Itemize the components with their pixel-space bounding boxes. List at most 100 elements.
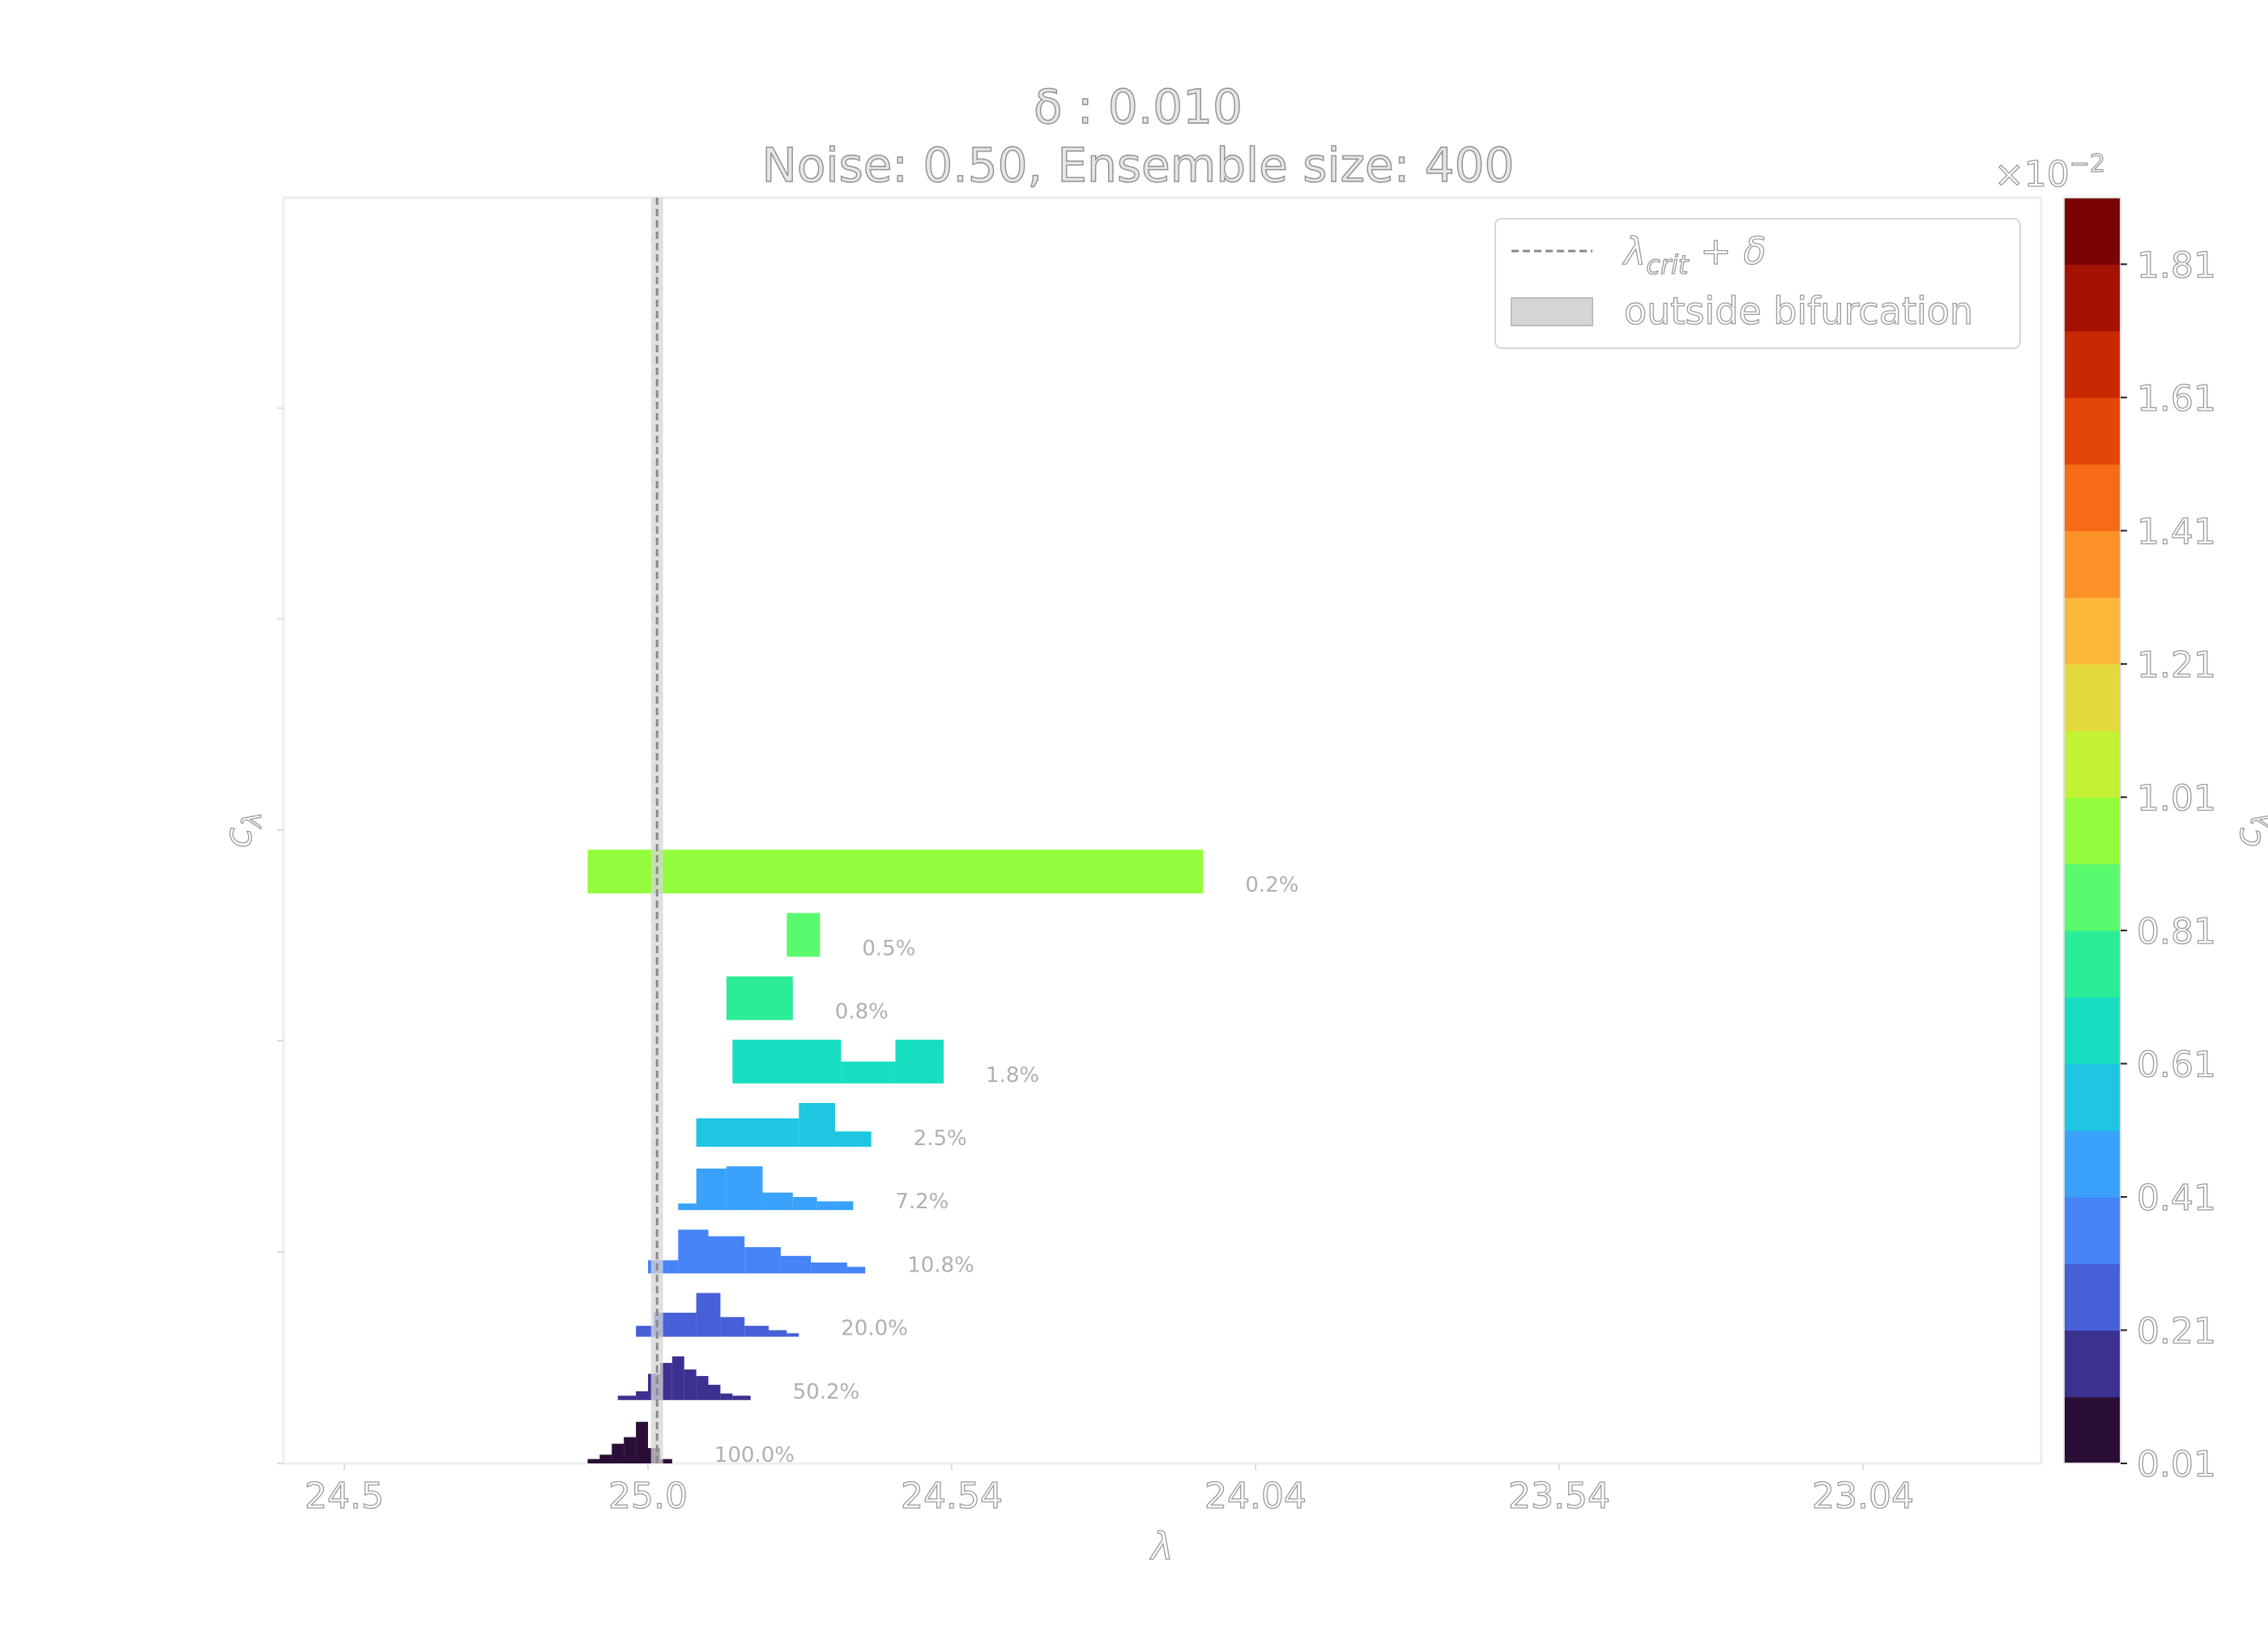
histogram-bin (678, 1229, 709, 1274)
colorbar-segment (2064, 1330, 2121, 1398)
colorbar-segment (2064, 997, 2121, 1065)
colorbar-segment (2064, 330, 2121, 398)
colorbar-tick-label: 0.01 (2137, 1444, 2216, 1485)
histogram-bin (811, 1262, 847, 1274)
x-axis-ticks: 24.5 25.0 24.54 24.04 23.54 23.04 (304, 1463, 1915, 1518)
histogram-bin (636, 1391, 648, 1400)
colorbar-segment (2064, 730, 2121, 798)
x-tick-label: 24.5 (305, 1476, 384, 1517)
histogram-bin (617, 1395, 637, 1400)
histogram-bin (671, 1356, 684, 1400)
histogram-bin (636, 1326, 654, 1337)
colorbar-segment (2064, 1130, 2121, 1198)
colorbar-segment (2064, 930, 2121, 998)
colorbar-segment (2064, 663, 2121, 731)
legend-box (1494, 218, 2021, 349)
histogram-bin (732, 1395, 751, 1400)
histogram-bin (720, 1393, 733, 1400)
histogram-bin (726, 976, 793, 1020)
histogram-bin (744, 1326, 769, 1337)
histogram-bin (720, 1317, 745, 1337)
histogram-bin (587, 850, 1204, 894)
y-axis-ticks (277, 407, 284, 1464)
histogram-bin (787, 1333, 799, 1337)
histogram-bin (696, 1293, 721, 1337)
colorbar-segment (2064, 264, 2121, 332)
histogram-bin (659, 1459, 672, 1463)
x-tick-label: 23.54 (1508, 1476, 1610, 1517)
histogram-bin (787, 913, 821, 957)
colorbar: 0.01 0.21 0.41 0.61 0.81 1.01 1.21 1.41 1.61 1.81 (2063, 197, 2217, 1486)
histogram-bin (678, 1203, 697, 1211)
row-percent-label: 1.8% (986, 1063, 1039, 1088)
outside-bifurcation-band (650, 198, 663, 1463)
row-percent-label: 0.2% (1245, 873, 1298, 897)
histogram-bin (708, 1236, 745, 1274)
row-percent-label: 0.8% (835, 1000, 889, 1024)
row-percent-label: 10.8% (907, 1253, 974, 1277)
chart-subtitle: Noise: 0.50, Ensemble size: 400 (762, 138, 1515, 193)
x-tick-label: 24.04 (1204, 1476, 1307, 1517)
histogram-bin (895, 1039, 944, 1084)
colorbar-tick-label: 0.81 (2137, 911, 2216, 952)
colorbar-segment (2064, 1396, 2121, 1464)
colorbar-multiplier: ×10−2 (1994, 150, 2105, 195)
histogram-bin (846, 1267, 866, 1274)
row-percent-label: 20.0% (841, 1317, 908, 1341)
histogram-bin (732, 1039, 842, 1084)
colorbar-segment (2064, 464, 2121, 531)
histogram-bin (696, 1376, 709, 1400)
colorbar-segment (2064, 863, 2121, 931)
histogram-bin (799, 1103, 835, 1147)
x-tick-label: 23.04 (1812, 1476, 1914, 1517)
x-tick-label: 24.54 (901, 1476, 1003, 1517)
histogram-bin (726, 1166, 763, 1211)
legend-band-swatch (1511, 297, 1593, 326)
histogram-bin (769, 1330, 787, 1337)
histogram-bin (762, 1192, 793, 1211)
colorbar-tick-label: 1.61 (2137, 378, 2216, 420)
y-axis-label: cλ (216, 812, 267, 848)
colorbar-segment (2064, 597, 2121, 665)
x-axis-label: λ (1149, 1524, 1173, 1568)
colorbar-segment (2064, 397, 2121, 465)
legend: λcrit + δ outside bifurcation (1494, 218, 2021, 349)
chart-title: δ : 0.010 (1034, 79, 1243, 134)
colorbar-segment (2064, 797, 2121, 865)
histogram-bin (696, 1118, 799, 1147)
histogram-bin (780, 1255, 812, 1274)
row-percent-label: 50.2% (793, 1380, 860, 1404)
histogram-bin (624, 1437, 637, 1463)
colorbar-segment (2064, 530, 2121, 598)
histogram-bin (834, 1131, 872, 1147)
x-tick-label: 25.0 (608, 1476, 688, 1517)
histogram-bin (792, 1197, 817, 1211)
colorbar-tick-label: 0.61 (2137, 1044, 2216, 1085)
colorbar-label: cλ (2228, 813, 2268, 847)
row-percent-label: 100.0% (714, 1443, 795, 1467)
colorbar-tick-label: 1.01 (2137, 777, 2216, 819)
histogram-bin (599, 1454, 612, 1463)
histogram-bin (696, 1168, 727, 1211)
histogram-bin (841, 1061, 896, 1084)
histogram-bin (636, 1421, 648, 1463)
legend-band-label: outside bifurcation (1624, 289, 1973, 333)
colorbar-segment (2064, 1196, 2121, 1264)
histogram-bin (816, 1201, 854, 1211)
colorbar-segment (2064, 198, 2121, 265)
colorbar-tick-label: 1.41 (2137, 511, 2216, 552)
colorbar-tick-label: 0.21 (2137, 1310, 2216, 1352)
colorbar-tick-label: 0.41 (2137, 1178, 2216, 1219)
row-percent-label: 2.5% (914, 1127, 967, 1151)
histogram-bin (612, 1443, 625, 1463)
colorbar-tick-label: 1.81 (2137, 245, 2216, 286)
colorbar-segment (2064, 1263, 2121, 1331)
histogram-bin (708, 1384, 721, 1400)
legend-vline-label: λcrit + δ (1622, 229, 1766, 280)
colorbar-segment (2064, 1063, 2121, 1131)
histogram-bin (684, 1369, 697, 1400)
histogram-rows: 100.0% 50.2% 20.0% 10.8% 7.2% 2.5% 1.8% 0.8% 0.5… (587, 850, 1298, 1467)
histogram-bin (744, 1247, 781, 1274)
reference-lines (650, 198, 663, 1463)
